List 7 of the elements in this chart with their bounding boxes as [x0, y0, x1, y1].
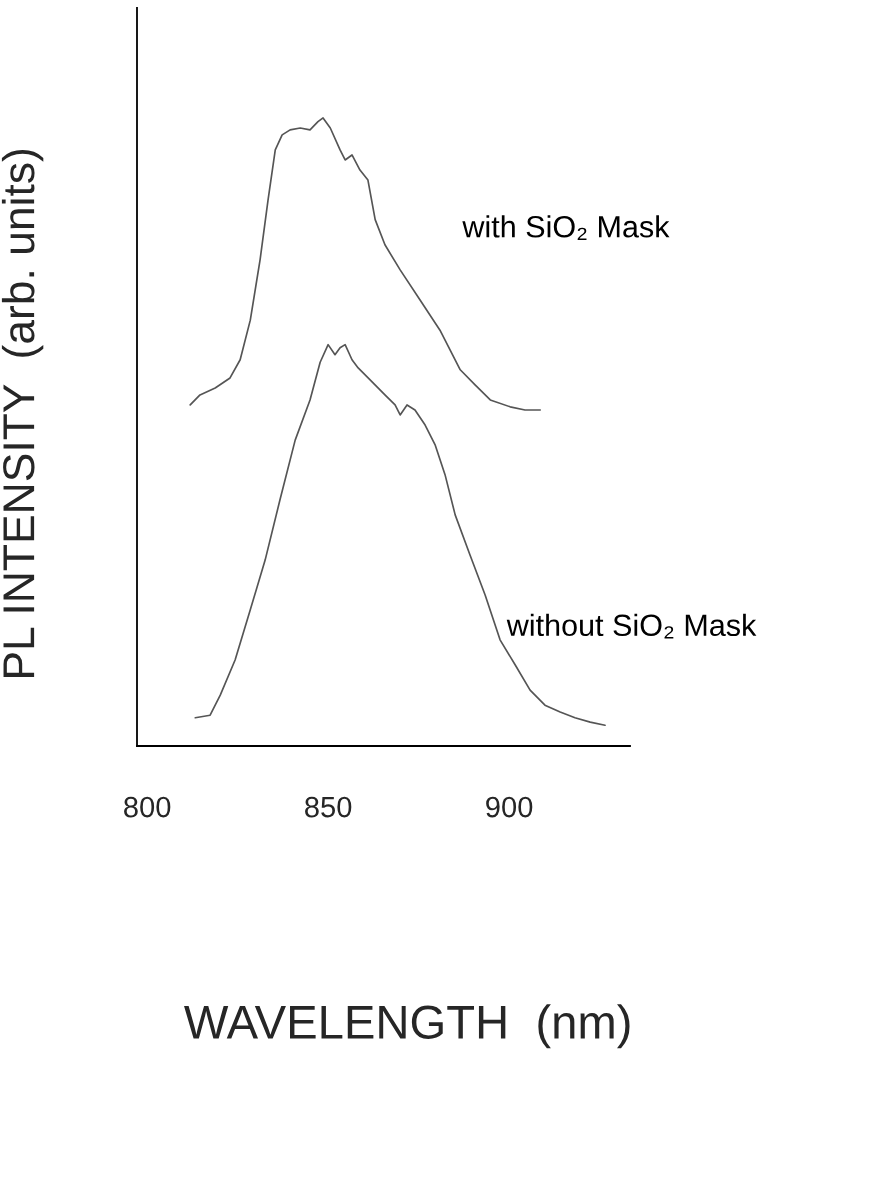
y-axis-title: PL INTENSITY (arb. units): [1, 149, 44, 677]
x-tick-label: 850: [305, 796, 352, 818]
series-label: without SiO₂ Mask: [506, 613, 757, 639]
x-axis-title: WAVELENGTH (nm): [184, 1004, 630, 1049]
text: with SiO₂ Mask: [462, 215, 670, 240]
x-tick-label: 800: [124, 796, 171, 818]
x-tick-label: 900: [486, 796, 533, 818]
